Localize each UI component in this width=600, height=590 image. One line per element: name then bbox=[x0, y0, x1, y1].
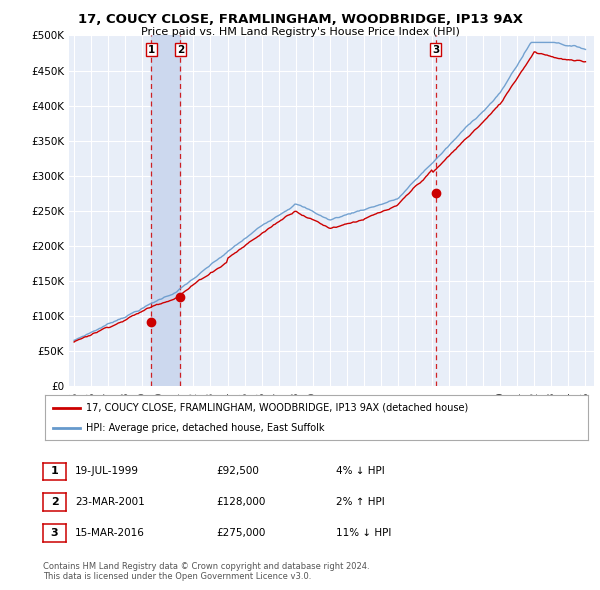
Text: £92,500: £92,500 bbox=[216, 467, 259, 476]
Text: 23-MAR-2001: 23-MAR-2001 bbox=[75, 497, 145, 507]
Text: 2: 2 bbox=[51, 497, 58, 507]
Text: 1: 1 bbox=[51, 467, 58, 476]
Text: 4% ↓ HPI: 4% ↓ HPI bbox=[336, 467, 385, 476]
Text: 3: 3 bbox=[432, 44, 439, 54]
Text: 2: 2 bbox=[176, 44, 184, 54]
Text: HPI: Average price, detached house, East Suffolk: HPI: Average price, detached house, East… bbox=[86, 424, 324, 434]
Text: 17, COUCY CLOSE, FRAMLINGHAM, WOODBRIDGE, IP13 9AX: 17, COUCY CLOSE, FRAMLINGHAM, WOODBRIDGE… bbox=[77, 13, 523, 26]
Text: 1: 1 bbox=[148, 44, 155, 54]
Text: £128,000: £128,000 bbox=[216, 497, 265, 507]
Text: 17, COUCY CLOSE, FRAMLINGHAM, WOODBRIDGE, IP13 9AX (detached house): 17, COUCY CLOSE, FRAMLINGHAM, WOODBRIDGE… bbox=[86, 403, 468, 412]
Text: Price paid vs. HM Land Registry's House Price Index (HPI): Price paid vs. HM Land Registry's House … bbox=[140, 27, 460, 37]
Text: 19-JUL-1999: 19-JUL-1999 bbox=[75, 467, 139, 476]
Text: £275,000: £275,000 bbox=[216, 528, 265, 537]
Bar bbox=[151, 35, 181, 386]
Text: 3: 3 bbox=[51, 528, 58, 537]
Text: 2% ↑ HPI: 2% ↑ HPI bbox=[336, 497, 385, 507]
Text: Contains HM Land Registry data © Crown copyright and database right 2024.
This d: Contains HM Land Registry data © Crown c… bbox=[43, 562, 370, 581]
Text: 15-MAR-2016: 15-MAR-2016 bbox=[75, 528, 145, 537]
Text: 11% ↓ HPI: 11% ↓ HPI bbox=[336, 528, 391, 537]
